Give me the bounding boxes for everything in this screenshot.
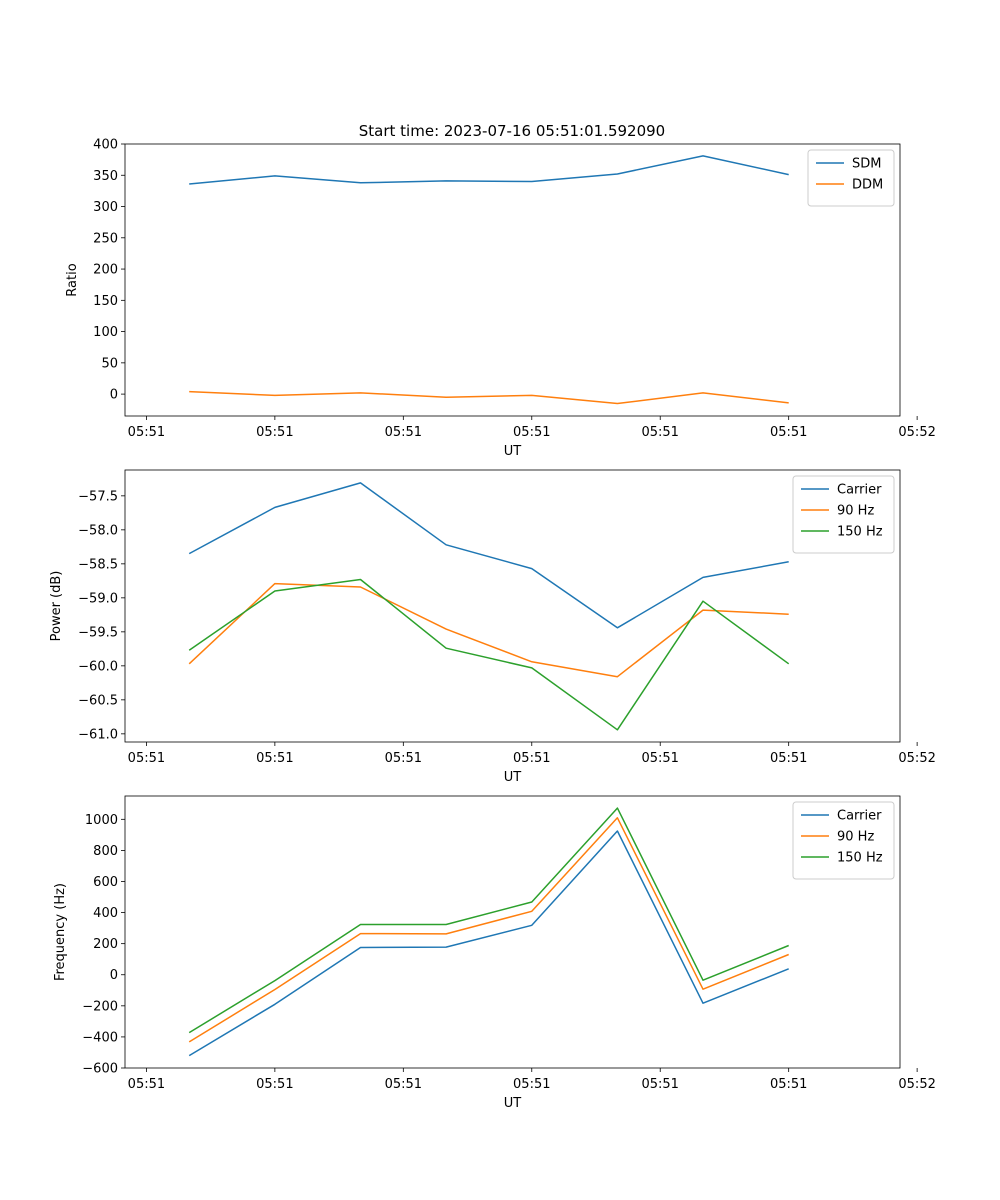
chart-panel-3: 05:51 05:51 05:51 05:51 05:51 05:51 05:52 −600 −… bbox=[53, 795, 936, 1111]
legend-box bbox=[792, 801, 895, 880]
series-line-ddm bbox=[189, 390, 789, 405]
series-line-90-hz bbox=[188, 817, 789, 1043]
y-tick-label: −58.5 bbox=[78, 557, 118, 572]
legend-label-90-hz: 90 Hz bbox=[837, 830, 874, 845]
plot-area-frame bbox=[124, 469, 901, 743]
chart-panel-1: 05:51 05:51 05:51 05:51 05:51 05:51 05:52 0 50 10… bbox=[65, 138, 936, 460]
x-tick-label: 05:51 bbox=[513, 1077, 550, 1092]
y-tick-label: 600 bbox=[93, 875, 118, 890]
y-tick-label: −60.0 bbox=[78, 659, 118, 674]
x-tick-label: 05:51 bbox=[128, 751, 165, 766]
legend-box bbox=[792, 475, 895, 554]
y-tick-label: 400 bbox=[93, 906, 118, 921]
legend: SDM DDM bbox=[807, 149, 895, 207]
x-tick-label: 05:51 bbox=[385, 751, 422, 766]
y-tick-label: −59.0 bbox=[78, 591, 118, 606]
y-tick-label: 800 bbox=[93, 844, 118, 859]
legend-label-ddm: DDM bbox=[852, 178, 883, 193]
x-tick-label: 05:51 bbox=[385, 1077, 422, 1092]
x-tick-label: 05:51 bbox=[513, 425, 550, 440]
x-tick-label: 05:51 bbox=[641, 1077, 678, 1092]
x-axis-label: UT bbox=[504, 1096, 522, 1111]
x-tick-label: 05:51 bbox=[770, 751, 807, 766]
series-line-sdm bbox=[189, 155, 789, 185]
legend-label-carrier: Carrier bbox=[837, 483, 882, 498]
legend-label-150-hz: 150 Hz bbox=[837, 851, 883, 866]
legend-box bbox=[807, 149, 895, 207]
y-tick-label: 0 bbox=[110, 968, 118, 983]
plot-area-frame bbox=[124, 143, 901, 417]
series-line-150-hz bbox=[188, 807, 789, 1034]
y-tick-label: 200 bbox=[93, 263, 118, 278]
x-tick-label: 05:51 bbox=[641, 751, 678, 766]
y-tick-label: 50 bbox=[101, 356, 118, 371]
x-tick-label: 05:51 bbox=[770, 1077, 807, 1092]
y-tick-label: 150 bbox=[93, 294, 118, 309]
x-axis-label: UT bbox=[504, 770, 522, 785]
y-axis-label: Ratio bbox=[65, 263, 80, 296]
y-tick-label: −58.0 bbox=[78, 523, 118, 538]
y-tick-label: 1000 bbox=[85, 813, 118, 828]
x-tick-label: 05:51 bbox=[256, 1077, 293, 1092]
y-axis-label: Power (dB) bbox=[49, 571, 64, 642]
x-axis-label: UT bbox=[504, 444, 522, 459]
legend: Carrier 90 Hz 150 Hz bbox=[792, 801, 895, 880]
y-tick-label: −600 bbox=[82, 1062, 118, 1077]
y-tick-label: −60.5 bbox=[78, 693, 118, 708]
y-tick-label: 200 bbox=[93, 937, 118, 952]
x-tick-label: 05:51 bbox=[641, 425, 678, 440]
x-tick-label: 05:51 bbox=[385, 425, 422, 440]
y-tick-label: 350 bbox=[93, 169, 118, 184]
y-tick-label: 400 bbox=[93, 138, 118, 153]
legend-label-sdm: SDM bbox=[852, 157, 881, 172]
y-tick-label: −59.5 bbox=[78, 625, 118, 640]
x-tick-label: 05:52 bbox=[898, 425, 935, 440]
x-tick-label: 05:51 bbox=[128, 425, 165, 440]
series-line-90-hz bbox=[188, 582, 789, 678]
y-tick-label: −400 bbox=[82, 1030, 118, 1045]
plot-area-frame bbox=[124, 795, 901, 1069]
legend-label-150-hz: 150 Hz bbox=[837, 525, 883, 540]
x-tick-label: 05:51 bbox=[256, 425, 293, 440]
y-tick-label: 300 bbox=[93, 200, 118, 215]
x-tick-label: 05:51 bbox=[770, 425, 807, 440]
y-tick-label: −57.5 bbox=[78, 489, 118, 504]
x-tick-label: 05:51 bbox=[513, 751, 550, 766]
x-tick-label: 05:51 bbox=[128, 1077, 165, 1092]
y-axis-label: Frequency (Hz) bbox=[53, 883, 68, 981]
series-line-150-hz bbox=[188, 578, 790, 731]
y-tick-label: −200 bbox=[82, 999, 118, 1014]
series-line-carrier bbox=[188, 830, 789, 1057]
chart-panel-2: 05:51 05:51 05:51 05:51 05:51 05:51 05:52 −61.0… bbox=[49, 469, 936, 785]
x-tick-label: 05:51 bbox=[256, 751, 293, 766]
y-tick-label: 0 bbox=[110, 388, 118, 403]
legend-label-carrier: Carrier bbox=[837, 809, 882, 824]
y-tick-label: 100 bbox=[93, 325, 118, 340]
series-line-carrier bbox=[188, 482, 789, 629]
figure-title: Start time: 2023-07-16 05:51:01.592090 bbox=[359, 122, 665, 140]
legend-label-90-hz: 90 Hz bbox=[837, 504, 874, 519]
legend: Carrier 90 Hz 150 Hz bbox=[792, 475, 895, 554]
y-tick-label: −61.0 bbox=[78, 727, 118, 742]
x-tick-label: 05:52 bbox=[898, 751, 935, 766]
x-tick-label: 05:52 bbox=[898, 1077, 935, 1092]
y-tick-label: 250 bbox=[93, 231, 118, 246]
